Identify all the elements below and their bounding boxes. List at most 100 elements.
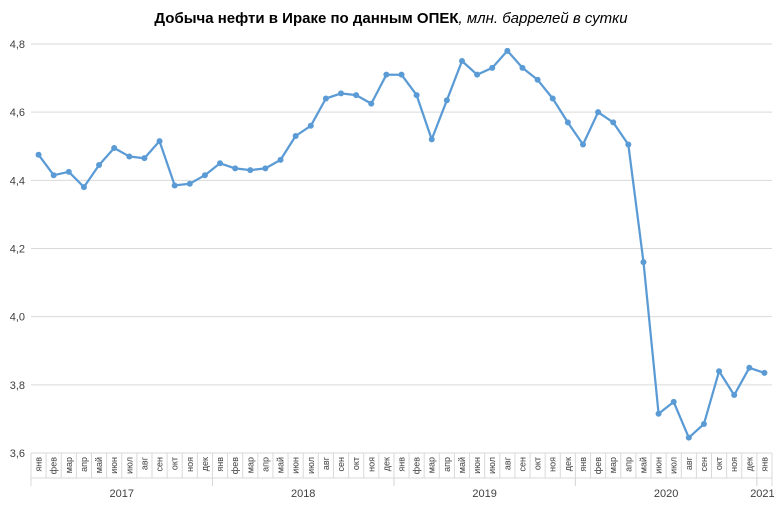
x-tick-label: апр [442, 457, 452, 472]
year-label: 2020 [654, 488, 678, 500]
x-tick-label: сен [155, 457, 165, 472]
x-tick-label: июн [472, 457, 482, 474]
data-point [504, 47, 511, 54]
series-line [37, 49, 765, 439]
x-tick-label: фев [49, 457, 59, 474]
data-point [353, 92, 360, 99]
x-tick-label: мар [608, 457, 618, 473]
x-tick-label: авг [321, 456, 331, 470]
data-point [398, 71, 405, 78]
data-point [489, 64, 496, 71]
data-point [716, 368, 723, 375]
data-point [761, 369, 768, 376]
data-point [111, 144, 118, 151]
x-tick-label: апр [623, 457, 633, 472]
data-point [80, 184, 87, 191]
data-point [458, 58, 465, 65]
data-point [338, 90, 345, 97]
year-label: 2021 [750, 488, 774, 500]
y-tick-label: 4,6 [10, 107, 25, 119]
x-tick-label: фев [230, 457, 240, 474]
x-tick-label: май [457, 457, 467, 473]
data-point [292, 133, 299, 140]
x-tick-label: дек [381, 457, 391, 471]
data-point [35, 151, 42, 158]
x-tick-label: ноя [366, 457, 376, 472]
x-tick-label: май [638, 457, 648, 473]
data-point [247, 167, 254, 174]
data-point [217, 160, 224, 167]
data-point [746, 364, 753, 371]
data-point [685, 434, 692, 441]
chart-title-main: Добыча нефти в Ираке по данным ОПЕК [154, 10, 459, 27]
data-point [201, 172, 208, 179]
data-point [232, 165, 239, 172]
data-point [307, 122, 314, 129]
data-point [519, 64, 526, 71]
x-tick-label: ноя [729, 457, 739, 472]
data-point [186, 180, 193, 187]
chart-title-unit: , млн. баррелей в сутки [458, 10, 628, 27]
x-tick-label: июл [487, 457, 497, 474]
y-tick-label: 4,0 [10, 312, 25, 324]
data-point [443, 97, 450, 104]
x-tick-label: июн [291, 457, 301, 474]
x-tick-label: ноя [548, 457, 558, 472]
data-point [96, 161, 103, 168]
x-tick-label: сен [699, 457, 709, 472]
x-tick-label: май [276, 457, 286, 473]
x-tick-label: сен [517, 457, 527, 472]
data-point [625, 141, 632, 148]
y-tick-label: 4,4 [10, 175, 25, 187]
x-tick-label: авг [502, 456, 512, 470]
data-point [640, 259, 647, 266]
x-tick-label: май [94, 457, 104, 473]
year-label: 2018 [291, 488, 315, 500]
year-label: 2019 [472, 488, 496, 500]
x-tick-label: окт [170, 457, 180, 470]
x-tick-label: янв [397, 457, 407, 472]
x-tick-label: ноя [185, 457, 195, 472]
x-tick-label: июн [109, 457, 119, 474]
data-point [262, 165, 269, 172]
data-point [65, 168, 72, 175]
x-tick-label: мар [64, 457, 74, 473]
data-point [171, 182, 178, 189]
data-point [277, 156, 284, 163]
x-tick-label: июл [124, 457, 134, 474]
data-point [474, 71, 481, 78]
x-tick-label: дек [563, 457, 573, 471]
data-point [126, 153, 133, 160]
data-point [731, 392, 738, 399]
x-tick-label: фев [593, 457, 603, 474]
x-tick-label: мар [245, 457, 255, 473]
data-point [141, 155, 148, 162]
chart-title: Добыча нефти в Ираке по данным ОПЕК, млн… [0, 10, 782, 27]
year-label: 2017 [109, 488, 133, 500]
x-tick-label: дек [744, 457, 754, 471]
x-tick-label: авг [139, 456, 149, 470]
x-tick-label: янв [34, 457, 44, 472]
y-tick-label: 4,2 [10, 244, 25, 256]
data-point [156, 138, 163, 145]
data-point [700, 421, 707, 428]
data-point [610, 119, 617, 126]
data-point [595, 109, 602, 116]
x-tick-label: дек [200, 457, 210, 471]
x-tick-label: мар [427, 457, 437, 473]
y-tick-label: 3,6 [10, 448, 25, 460]
data-point [413, 92, 420, 99]
data-point [322, 95, 329, 102]
x-tick-label: окт [533, 457, 543, 470]
x-tick-label: апр [260, 457, 270, 472]
x-tick-label: окт [714, 457, 724, 470]
x-tick-label: окт [351, 457, 361, 470]
y-tick-label: 4,8 [10, 39, 25, 51]
x-tick-label: июл [669, 457, 679, 474]
x-tick-label: сен [336, 457, 346, 472]
data-point [383, 71, 390, 78]
x-tick-label: апр [79, 457, 89, 472]
x-tick-label: авг [684, 456, 694, 470]
x-tick-label: июн [654, 457, 664, 474]
